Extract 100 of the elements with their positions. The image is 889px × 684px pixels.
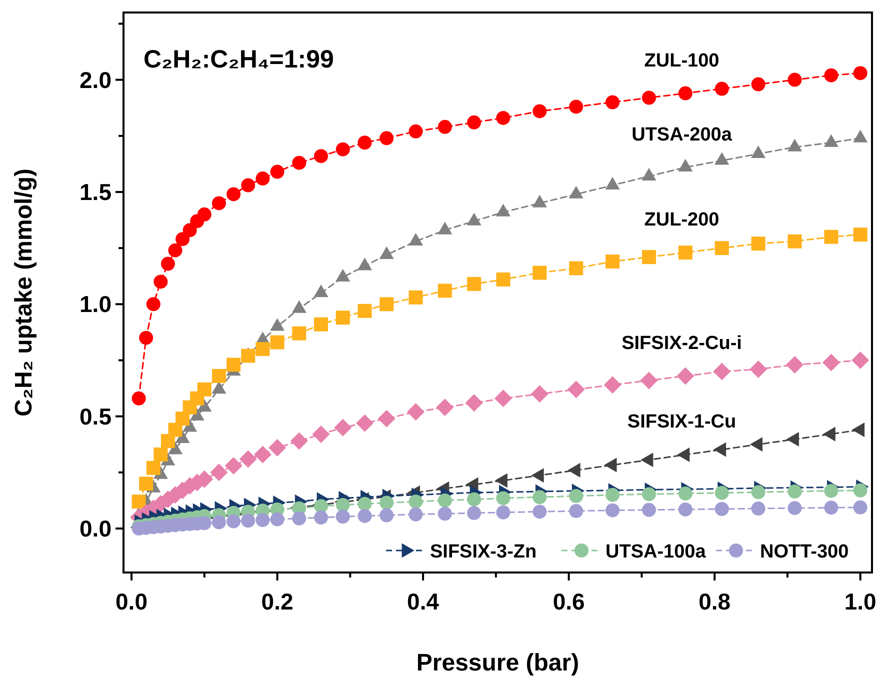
point bbox=[292, 156, 306, 170]
point bbox=[678, 486, 692, 501]
point bbox=[292, 326, 306, 340]
point bbox=[336, 142, 350, 156]
point bbox=[380, 496, 394, 510]
point bbox=[226, 187, 241, 202]
point bbox=[168, 243, 182, 258]
x-tick-label: 0.4 bbox=[407, 588, 440, 614]
point bbox=[853, 483, 868, 498]
y-tick-label: 1.0 bbox=[80, 291, 112, 318]
point bbox=[358, 304, 372, 318]
x-tick-label: 0.2 bbox=[261, 588, 294, 614]
point bbox=[358, 508, 372, 523]
point bbox=[146, 297, 160, 312]
point bbox=[314, 149, 328, 164]
point bbox=[496, 505, 510, 520]
point bbox=[380, 131, 394, 146]
annotation: SIFSIX-1-Cu bbox=[627, 412, 736, 433]
point bbox=[380, 297, 394, 312]
point bbox=[239, 450, 257, 468]
point bbox=[569, 504, 584, 518]
x-axis-title: Pressure (bar) bbox=[416, 650, 580, 676]
point bbox=[182, 223, 197, 238]
point bbox=[438, 120, 452, 134]
point bbox=[256, 172, 270, 186]
point bbox=[606, 503, 620, 518]
point bbox=[408, 124, 423, 138]
point bbox=[824, 500, 838, 515]
point bbox=[132, 391, 146, 406]
point bbox=[197, 207, 212, 222]
annotation: ZUL-100 bbox=[644, 50, 720, 72]
point bbox=[532, 504, 547, 519]
point bbox=[270, 164, 284, 179]
point bbox=[407, 403, 425, 421]
y-tick-label: 0.5 bbox=[80, 403, 112, 430]
x-tick-label: 1.0 bbox=[844, 588, 876, 614]
point bbox=[438, 506, 452, 521]
x-tick-label: 0.8 bbox=[698, 588, 731, 614]
point bbox=[496, 110, 510, 125]
point bbox=[467, 492, 482, 506]
point bbox=[496, 491, 510, 506]
point bbox=[146, 460, 160, 475]
x-tick-label: 0.6 bbox=[552, 588, 585, 614]
point bbox=[788, 234, 802, 248]
point bbox=[336, 510, 350, 524]
point bbox=[751, 77, 766, 92]
point bbox=[212, 196, 226, 210]
x-tick-label: 0.0 bbox=[116, 588, 148, 614]
point bbox=[786, 356, 804, 374]
point bbox=[714, 241, 729, 256]
point bbox=[467, 506, 482, 520]
point bbox=[197, 382, 212, 396]
legend-label: UTSA-100a bbox=[606, 542, 706, 562]
point bbox=[852, 352, 870, 370]
point bbox=[210, 464, 228, 482]
point bbox=[314, 510, 328, 525]
annotation: SIFSIX-2-Cu-i bbox=[622, 332, 742, 354]
point bbox=[496, 272, 510, 286]
point bbox=[642, 487, 656, 502]
point bbox=[314, 499, 328, 514]
point bbox=[751, 236, 766, 251]
point bbox=[438, 493, 452, 508]
point bbox=[678, 246, 692, 260]
point bbox=[438, 284, 452, 298]
point bbox=[356, 414, 374, 432]
point bbox=[336, 498, 350, 512]
point bbox=[268, 439, 286, 457]
point bbox=[132, 494, 146, 509]
point bbox=[853, 66, 868, 80]
point bbox=[642, 502, 656, 517]
point bbox=[408, 290, 423, 304]
point bbox=[312, 426, 330, 444]
annotation: UTSA-200a bbox=[632, 124, 732, 146]
point bbox=[154, 447, 168, 462]
point bbox=[788, 484, 802, 498]
point bbox=[788, 72, 802, 87]
point bbox=[256, 513, 270, 527]
point bbox=[678, 502, 692, 516]
point bbox=[532, 266, 547, 280]
point bbox=[176, 232, 190, 246]
point bbox=[642, 90, 656, 105]
point bbox=[358, 136, 372, 150]
point bbox=[465, 394, 483, 412]
point bbox=[530, 385, 548, 403]
point bbox=[290, 432, 308, 450]
point bbox=[241, 178, 256, 192]
point bbox=[270, 335, 284, 350]
point bbox=[604, 376, 622, 394]
point bbox=[270, 512, 284, 526]
point bbox=[714, 82, 729, 96]
point bbox=[256, 342, 270, 356]
point bbox=[606, 254, 620, 269]
point bbox=[642, 250, 656, 264]
point bbox=[139, 330, 154, 345]
point bbox=[606, 95, 620, 110]
point bbox=[532, 104, 547, 118]
point bbox=[378, 410, 396, 428]
point bbox=[336, 310, 350, 325]
y-tick-label: 0.0 bbox=[80, 516, 112, 542]
point bbox=[714, 502, 729, 516]
